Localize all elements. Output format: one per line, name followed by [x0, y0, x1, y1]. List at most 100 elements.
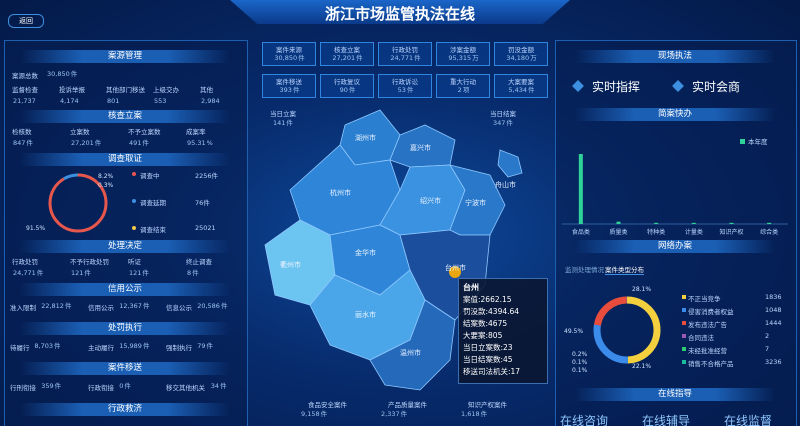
city-label[interactable]: 温州市 — [400, 348, 421, 357]
legend-dot — [132, 172, 136, 176]
tooltip-line: 罚没款:4394.64 — [463, 307, 520, 316]
kpi-box — [320, 74, 374, 98]
investigation-donut: 91.5% 8.2% 0.3% — [26, 173, 114, 233]
unit: 万 — [530, 54, 537, 62]
legend-dot — [682, 334, 686, 338]
x-tick-label: 特种类 — [647, 228, 665, 236]
stat-value: 347件 — [492, 117, 513, 128]
stat-value: 121件 — [70, 265, 91, 278]
unit: % — [206, 139, 213, 147]
unit: 件 — [480, 410, 488, 418]
tooltip-line: 当日结案数:45 — [463, 355, 513, 364]
stat-label: 上级交办 — [153, 86, 179, 94]
stat-value: 90件 — [320, 84, 374, 95]
stat-label: 监督检查 — [12, 86, 38, 94]
title-bar — [230, 0, 570, 24]
city-label[interactable]: 绍兴市 — [420, 196, 441, 205]
stat-value: 21,737 — [12, 93, 36, 106]
unit: 件 — [348, 86, 356, 94]
value: 2 — [457, 86, 462, 94]
tab[interactable]: 案件类型分布 — [605, 266, 644, 275]
unit: 件 — [64, 302, 72, 310]
stat-label: 行政衔接 — [88, 384, 114, 392]
unit: 件 — [400, 410, 408, 418]
city-label[interactable]: 湖州市 — [355, 133, 376, 142]
legend-value: 1048 — [765, 306, 782, 314]
region[interactable] — [369, 299, 456, 391]
percent-label: 91.5% — [26, 225, 45, 232]
city-label[interactable]: 杭州市 — [330, 188, 351, 197]
kpi-label: 行政处罚 — [392, 46, 418, 54]
stat-label: 案源总数 — [12, 72, 38, 80]
value: 79 — [197, 342, 206, 350]
guidance-link[interactable]: 在线咨询 — [560, 414, 609, 426]
legend-label: 合同违法 — [688, 334, 714, 342]
stat-label: 投诉举报 — [59, 86, 85, 94]
legend-dot — [740, 139, 745, 144]
tooltip-line: 当日立案数:23 — [463, 343, 513, 352]
legend-label: 不正当竞争 — [688, 295, 721, 303]
city-label[interactable]: 丽水市 — [355, 310, 376, 319]
stat-value: 359件 — [40, 378, 61, 391]
city-label[interactable]: 衢州市 — [280, 260, 301, 269]
unit: 件 — [206, 342, 213, 350]
stat-label: 成案率 — [186, 128, 206, 136]
stat-value: 12,367件 — [118, 298, 149, 311]
stat-value: 9,158件 — [300, 408, 327, 419]
today-label: 当日立案 — [270, 110, 296, 118]
stat-label: 听证 — [128, 258, 141, 266]
value: 95.31 — [187, 139, 206, 147]
stat-value: 0件 — [118, 378, 131, 391]
back-button[interactable]: 返回 — [8, 14, 44, 28]
guidance-link[interactable]: 在线监督 — [724, 414, 773, 426]
legend-value: 76件 — [195, 199, 210, 207]
stat-value: 20,586件 — [196, 298, 227, 311]
tab[interactable]: 监测处理情况 — [565, 266, 604, 274]
stat-label: 其他 — [200, 86, 213, 94]
city-label[interactable]: 舟山市 — [495, 180, 516, 189]
city-label[interactable]: 嘉兴市 — [410, 143, 431, 152]
percent-label: 22.1% — [632, 363, 651, 370]
stat-value: 553 — [153, 93, 166, 106]
value: 22,812 — [41, 302, 64, 310]
city-label[interactable]: 宁波市 — [465, 198, 486, 207]
stat-label: 行刑衔接 — [10, 384, 36, 392]
percent-label: 49.5% — [564, 328, 583, 335]
section-header: 现场执法 — [575, 50, 775, 63]
kpi-box — [436, 42, 490, 66]
tooltip-line: 结案数:4675 — [463, 319, 508, 328]
section-header: 在线指导 — [575, 388, 775, 401]
stat-value: 5,434件 — [494, 84, 548, 95]
value: 8,703 — [34, 342, 53, 350]
value: 95,315 — [448, 54, 472, 62]
section-header: 行政救济 — [20, 403, 230, 416]
legend-label: 调查中 — [140, 172, 160, 180]
guidance-link[interactable]: 在线辅导 — [642, 414, 691, 426]
city-label[interactable]: 台州市 — [445, 263, 466, 272]
stat-value: 34,180万 — [494, 52, 548, 63]
field-button[interactable]: 实时指挥 — [592, 80, 641, 94]
kpi-box — [436, 74, 490, 98]
unit: 万 — [472, 54, 479, 62]
field-button[interactable]: 实时会商 — [692, 80, 741, 94]
city-label[interactable]: 金华市 — [355, 248, 376, 257]
legend-label: 销售不合格产品 — [688, 360, 734, 368]
kpi-label: 核查立案 — [334, 46, 360, 54]
stat-value: 53件 — [378, 84, 432, 95]
bottom-label: 产品质量案件 — [388, 401, 427, 409]
stat-label: 移交其他机关 — [166, 384, 205, 392]
value: 34,180 — [506, 54, 530, 62]
kpi-label: 案件移送 — [276, 78, 302, 86]
stat-value: 27,201件 — [70, 135, 101, 148]
section-header: 网络办案 — [575, 240, 775, 253]
tooltip-line: 案值:2662.15 — [463, 295, 512, 304]
stat-value: 95,315万 — [436, 52, 490, 63]
unit: 件 — [406, 86, 414, 94]
kpi-box — [494, 42, 548, 66]
region[interactable] — [497, 149, 523, 178]
value: 34 — [210, 382, 220, 390]
bar — [654, 222, 659, 224]
legend-dot — [132, 226, 136, 230]
kpi-label: 案件来源 — [276, 46, 302, 54]
stat-value: 95.31% — [186, 135, 213, 148]
